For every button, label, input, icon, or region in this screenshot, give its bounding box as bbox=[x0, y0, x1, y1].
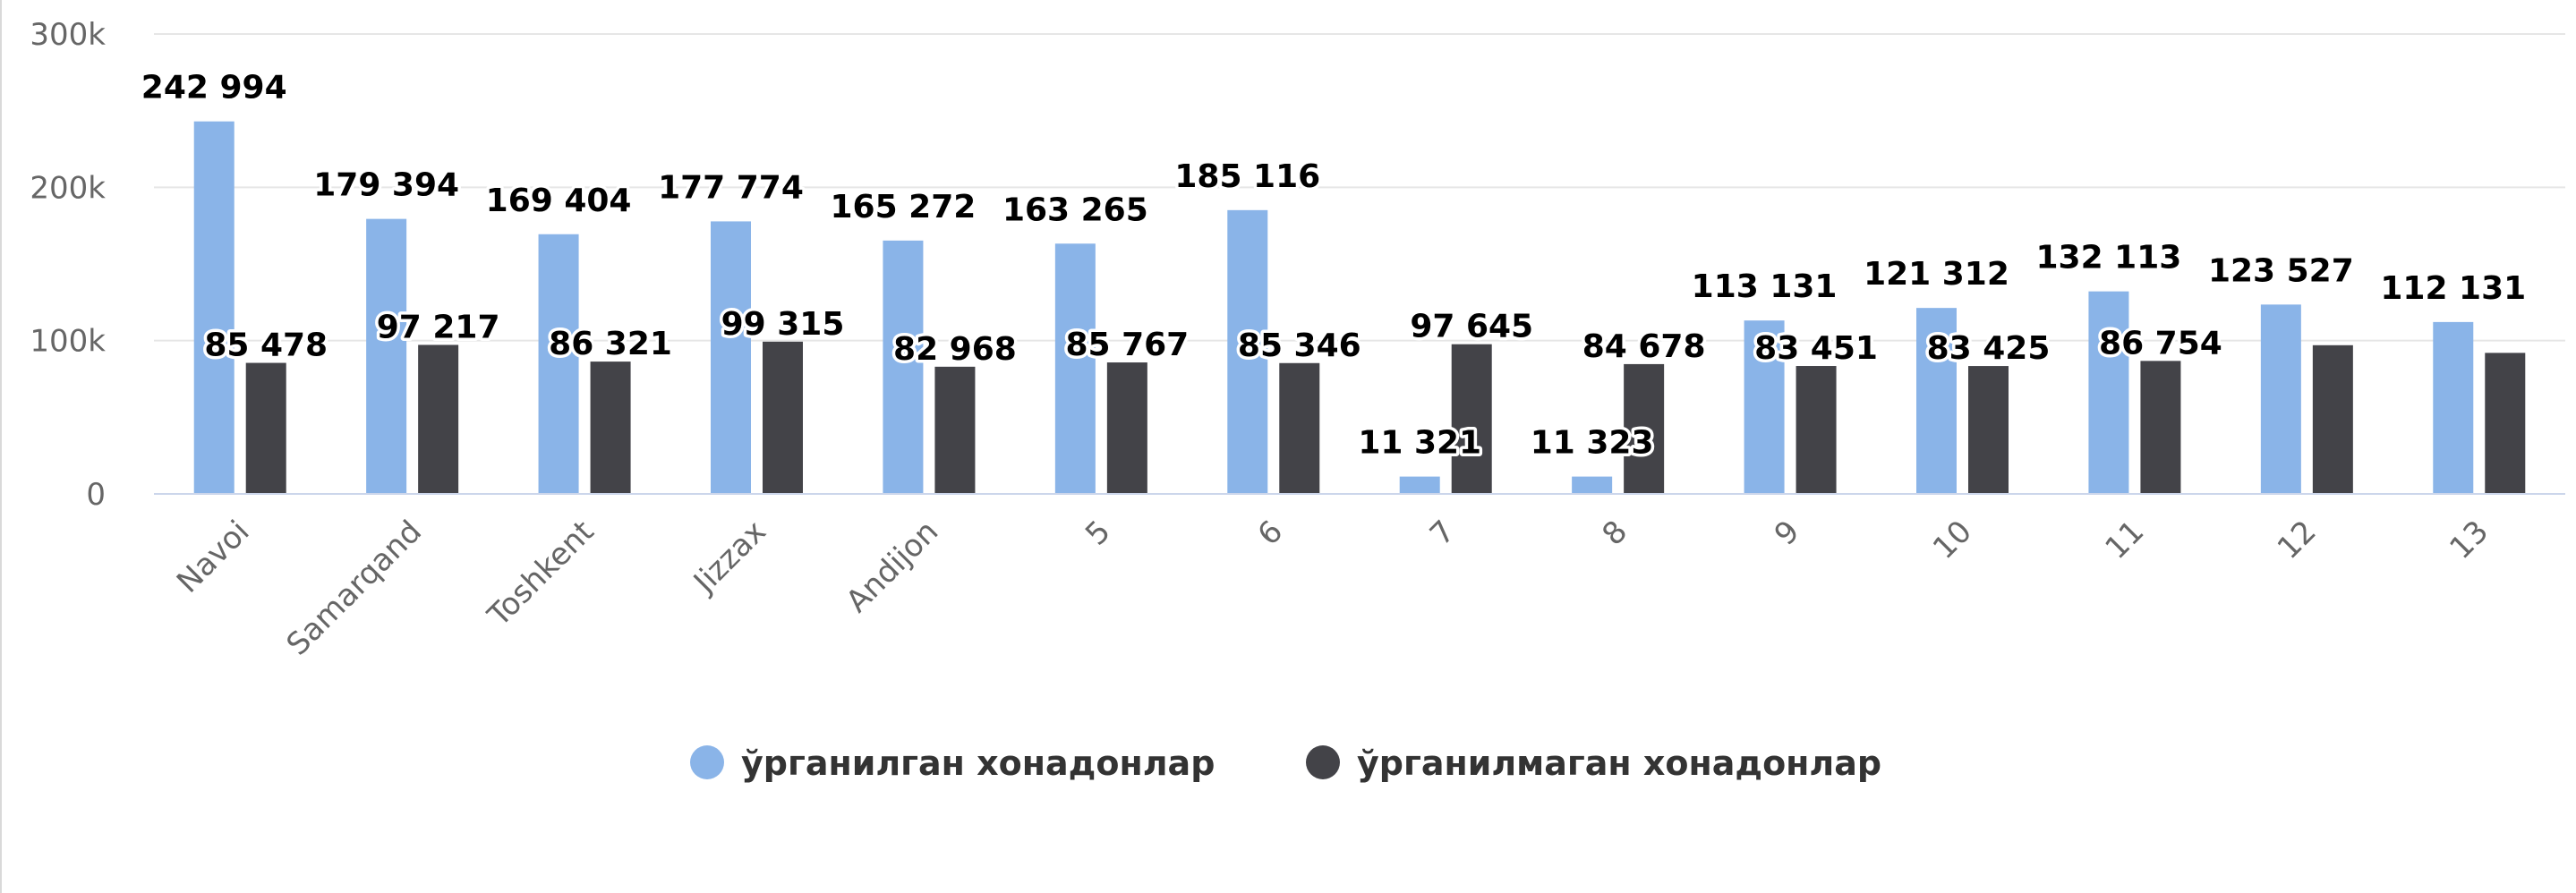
y-tick-label: 100k bbox=[30, 324, 106, 360]
data-label-not-studied: 83 425 bbox=[1927, 330, 2051, 367]
x-tick-label: 9 bbox=[1768, 514, 1807, 553]
y-tick-label: 0 bbox=[86, 477, 106, 513]
data-label-studied: 11 323 bbox=[1531, 425, 1654, 462]
data-label-studied: 113 131 bbox=[1692, 268, 1838, 305]
data-label-studied: 132 113 bbox=[2036, 240, 2182, 276]
legend-marker bbox=[1306, 745, 1340, 779]
x-tick-label: 10 bbox=[1926, 514, 1979, 566]
bar-studied[interactable] bbox=[2260, 304, 2301, 494]
bar-not-studied[interactable] bbox=[2140, 361, 2181, 494]
bar-not-studied[interactable] bbox=[1106, 362, 1147, 494]
data-label-not-studied: 97 217 bbox=[377, 309, 500, 345]
data-label-studied: 123 527 bbox=[2208, 252, 2354, 289]
data-label-studied: 177 774 bbox=[658, 169, 804, 206]
bar-studied[interactable] bbox=[2433, 321, 2474, 494]
legend-item[interactable]: ўрганилмаган хонадонлар bbox=[1306, 744, 1881, 783]
data-label-studied: 242 994 bbox=[141, 70, 287, 106]
data-label-not-studied: 86 754 bbox=[2099, 325, 2222, 361]
y-tick-label: 300k bbox=[30, 17, 106, 53]
data-label-not-studied: 83 451 bbox=[1754, 330, 1878, 367]
bar-not-studied[interactable] bbox=[1451, 344, 1492, 494]
data-label-not-studied: 84 678 bbox=[1582, 328, 1706, 365]
bar-studied[interactable] bbox=[1227, 209, 1268, 494]
x-tick-label: Navoi bbox=[170, 514, 257, 600]
bar-not-studied[interactable] bbox=[1796, 366, 1837, 494]
bar-not-studied[interactable] bbox=[2312, 344, 2353, 494]
bar-studied[interactable] bbox=[366, 218, 407, 494]
bar-studied[interactable] bbox=[1572, 476, 1613, 494]
x-axis: Navoi Samarqand Toshkent Jizzax Andijon 5 6 7 8 9… bbox=[154, 493, 2565, 662]
data-label-studied: 179 394 bbox=[313, 167, 459, 204]
bar-not-studied[interactable] bbox=[1624, 363, 1665, 494]
x-tick-label: 6 bbox=[1251, 514, 1291, 553]
data-label-studied: 163 265 bbox=[1002, 191, 1148, 228]
x-tick-label: 7 bbox=[1423, 514, 1463, 553]
bar-studied[interactable] bbox=[1054, 243, 1096, 494]
bar-series bbox=[193, 121, 2526, 494]
bar-studied[interactable] bbox=[193, 121, 235, 494]
x-tick-label: 11 bbox=[2098, 514, 2151, 566]
bar-studied[interactable] bbox=[711, 221, 751, 494]
x-tick-label: Toshkent bbox=[481, 514, 601, 634]
data-labels: 242 994 85 478 179 394 97 217 169 404 86 321 1… bbox=[138, 66, 2529, 464]
data-label-studied: 169 404 bbox=[486, 183, 632, 219]
data-label-studied: 112 131 bbox=[2380, 270, 2526, 307]
legend-label: ўрганилган хонадонлар bbox=[741, 744, 1215, 783]
y-tick-label: 200k bbox=[30, 170, 106, 206]
bar-not-studied[interactable] bbox=[418, 344, 459, 494]
data-label-not-studied: 85 478 bbox=[204, 327, 328, 364]
bar-not-studied[interactable] bbox=[1968, 366, 2009, 494]
bar-not-studied[interactable] bbox=[2485, 353, 2526, 494]
bar-not-studied[interactable] bbox=[1279, 362, 1320, 494]
x-tick-label: Samarqand bbox=[280, 514, 429, 662]
bar-studied[interactable] bbox=[1399, 476, 1440, 494]
data-label-studied: 11 321 bbox=[1358, 425, 1481, 462]
x-tick-label: 13 bbox=[2443, 514, 2495, 566]
legend-label: ўрганилмаган хонадонлар bbox=[1357, 744, 1881, 783]
legend-marker bbox=[690, 745, 724, 779]
data-label-studied: 185 116 bbox=[1174, 158, 1320, 195]
bar-studied[interactable] bbox=[1744, 320, 1785, 494]
frame-left-border bbox=[0, 0, 2, 893]
bar-not-studied[interactable] bbox=[590, 361, 631, 494]
data-label-not-studied: 85 767 bbox=[1065, 327, 1189, 363]
x-tick-label: Jizzax bbox=[686, 514, 773, 601]
x-tick-label: 5 bbox=[1079, 514, 1118, 553]
data-label-not-studied: 86 321 bbox=[549, 326, 672, 362]
bar-studied[interactable] bbox=[1916, 308, 1957, 494]
data-label-not-studied: 82 968 bbox=[893, 331, 1017, 368]
bar-studied[interactable] bbox=[883, 240, 924, 494]
data-label-not-studied: 99 315 bbox=[721, 306, 845, 343]
bar-studied[interactable] bbox=[2088, 291, 2129, 494]
data-label-not-studied: 85 346 bbox=[1238, 327, 1361, 364]
data-label-studied: 121 312 bbox=[1864, 256, 2009, 293]
x-tick-label: 12 bbox=[2271, 514, 2324, 566]
bar-studied[interactable] bbox=[538, 234, 579, 494]
data-label-studied: 165 272 bbox=[831, 189, 977, 225]
bar-not-studied[interactable] bbox=[245, 362, 286, 494]
bar-not-studied[interactable] bbox=[763, 341, 803, 494]
data-label-not-studied: 97 645 bbox=[1410, 309, 1533, 345]
legend-item[interactable]: ўрганилган хонадонлар bbox=[690, 744, 1215, 783]
x-tick-label: Andijon bbox=[840, 514, 946, 620]
bar-not-studied[interactable] bbox=[934, 366, 976, 494]
y-axis: 0 100k 200k 300k bbox=[30, 17, 106, 513]
x-tick-label: 8 bbox=[1595, 514, 1634, 553]
legend[interactable]: ўрганилган хонадонлар ўрганилмаган хонадо… bbox=[690, 744, 1881, 783]
